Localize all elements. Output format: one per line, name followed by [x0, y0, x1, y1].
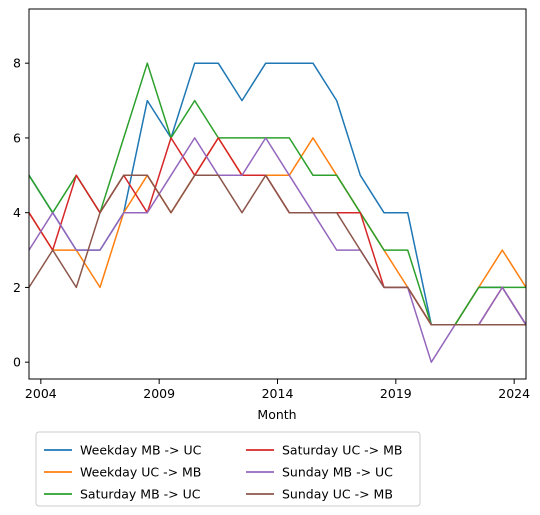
series-line-4	[28, 137, 527, 326]
axes-layer: 0 2 4 6 8 2004 2009 2014 2019 2024	[13, 8, 530, 401]
y-tick-label: 2	[13, 280, 21, 295]
legend: Weekday MB -> UC Weekday UC -> MB Saturday…	[35, 431, 421, 507]
legend-frame	[35, 431, 421, 507]
legend-label: Sunday UC -> MB	[282, 487, 393, 502]
legend-label: Sunday MB -> UC	[282, 465, 393, 480]
legend-label: Weekday UC -> MB	[80, 465, 201, 480]
legend-label: Weekday MB -> UC	[80, 443, 202, 458]
y-tick-label: 8	[13, 56, 21, 71]
legend-label: Saturday MB -> UC	[80, 487, 201, 502]
x-axis-label: Month	[257, 407, 296, 422]
series-line-6	[28, 174, 526, 326]
x-tick-label: 2019	[380, 386, 412, 401]
y-tick-label: 6	[13, 130, 21, 145]
series-line-5	[28, 137, 527, 363]
x-tick-label: 2009	[143, 386, 175, 401]
legend-label: Saturday UC -> MB	[282, 443, 402, 458]
y-tick-label: 4	[13, 205, 21, 220]
series-line-2	[28, 137, 527, 326]
y-tick-label: 0	[13, 355, 21, 370]
series-layer	[28, 62, 527, 363]
x-tick-label: 2004	[25, 386, 57, 401]
x-tick-label: 2014	[262, 386, 294, 401]
x-tick-label: 2024	[498, 386, 530, 401]
